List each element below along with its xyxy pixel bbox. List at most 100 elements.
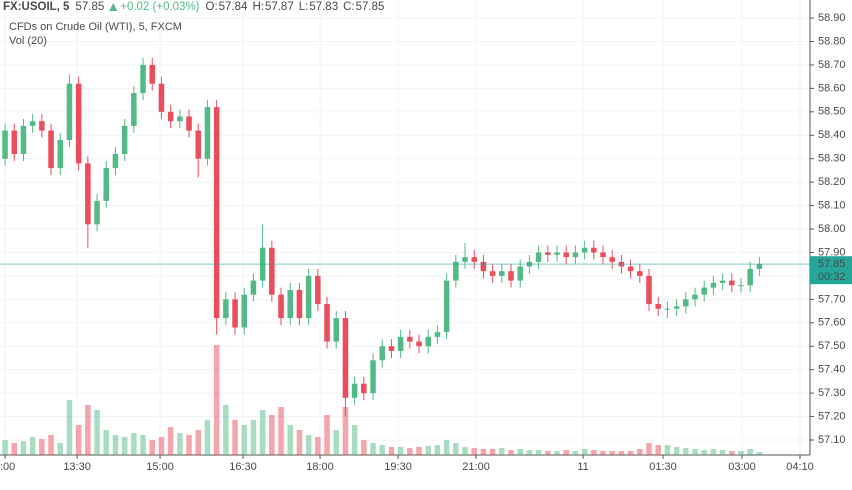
volume-bar (177, 433, 183, 455)
y-tick-label: 57.70 (818, 293, 846, 305)
x-tick-label: :00 (0, 461, 15, 473)
header-price: 57.85 (75, 1, 104, 13)
candle-body (581, 247, 588, 253)
candle-body (397, 336, 404, 351)
candle-body (729, 280, 735, 286)
y-tick-label: 57.50 (818, 340, 846, 352)
y-tick-label: 57.20 (818, 410, 846, 422)
candle-body (710, 282, 717, 288)
candle-body (572, 252, 579, 258)
volume-bar (259, 410, 266, 455)
y-tick-label: 58.50 (818, 106, 846, 118)
y-tick-label: 58.00 (818, 223, 846, 235)
volume-bar (443, 440, 450, 455)
change-arrow (109, 3, 118, 11)
candle-body (637, 271, 643, 276)
candle-body (609, 257, 615, 262)
volume-bar (29, 437, 36, 455)
candle-body (177, 116, 183, 122)
volume-bar (508, 450, 514, 455)
volume-bar (673, 447, 680, 455)
volume-bar (738, 451, 744, 455)
volume-bar (333, 430, 339, 455)
volume-bar (710, 449, 717, 455)
volume-bar (609, 451, 615, 455)
ohlc-label: O: (206, 1, 218, 13)
candle-body (39, 121, 45, 131)
volume-bar (545, 451, 551, 455)
candle-body (278, 294, 284, 319)
x-tick-label: 15:00 (146, 461, 174, 473)
candle-body (379, 346, 385, 361)
volume-bar (453, 443, 459, 455)
candle-body (167, 111, 174, 122)
candle-body (204, 107, 211, 159)
volume-bar (591, 450, 597, 455)
volume-bar (646, 443, 652, 455)
candle-body (719, 280, 726, 283)
candle-body (48, 130, 54, 169)
y-tick-label: 58.80 (818, 35, 846, 47)
candle-body (213, 107, 220, 319)
candle-body (250, 280, 257, 295)
last-price-box (810, 256, 852, 285)
candle-body (223, 299, 229, 319)
x-tick-label: 11 (577, 461, 588, 473)
volume-bar (324, 415, 330, 455)
candle-body (701, 287, 707, 295)
candle-body (121, 125, 128, 155)
candle-body (434, 332, 441, 337)
volume-bar (103, 430, 110, 455)
volume-bar (370, 443, 376, 455)
candle-body (315, 275, 321, 305)
volume-bar (719, 450, 726, 455)
y-tick-label: 57.60 (818, 317, 846, 329)
volume-bar (305, 435, 312, 455)
y-tick-label: 57.40 (818, 364, 846, 376)
volume-bar (379, 445, 385, 455)
y-tick-label: 57.90 (818, 246, 846, 258)
volume-bar (287, 425, 293, 455)
volume-bar (747, 449, 753, 455)
x-tick-label: 16:30 (229, 461, 257, 473)
volume-bar (361, 440, 367, 455)
volume-bar (572, 451, 579, 455)
y-tick-label: 57.30 (818, 387, 846, 399)
candle-body (545, 252, 551, 255)
volume-bar (140, 435, 146, 455)
symbol: FX:USOIL, 5 (3, 1, 70, 13)
candle-body (158, 83, 165, 112)
volume-bar (278, 407, 284, 455)
volume-bar (434, 445, 441, 455)
volume-bar (223, 405, 229, 455)
candle-body (140, 64, 146, 94)
candle-body (416, 341, 422, 347)
volume-bar (213, 345, 220, 455)
y-tick-label: 58.70 (818, 59, 846, 71)
candle-body (2, 130, 8, 159)
volume-bar (526, 450, 533, 455)
candle-body (361, 383, 367, 394)
y-tick-label: 58.60 (818, 82, 846, 94)
volume-bar (20, 441, 27, 455)
volume-bar (167, 427, 174, 455)
candle-body (342, 318, 349, 398)
volume-bar (499, 448, 505, 455)
candle-body (11, 130, 18, 155)
y-tick-label: 58.40 (818, 129, 846, 141)
candle-body (407, 336, 413, 342)
candle-body (627, 266, 634, 272)
y-tick-label: 58.90 (818, 12, 846, 24)
ohlc-label: L: (299, 1, 309, 13)
volume-bar (600, 451, 606, 455)
candle-body (591, 247, 597, 253)
volume-bar (471, 448, 477, 455)
volume-bar (39, 439, 45, 455)
candle-body (655, 304, 661, 309)
volume-bar (195, 430, 202, 455)
last-price-label: 57.85 (818, 258, 846, 270)
candle-body (232, 299, 238, 328)
volume-bar (158, 437, 165, 455)
candle-body (94, 200, 100, 225)
candle-body (388, 346, 395, 351)
